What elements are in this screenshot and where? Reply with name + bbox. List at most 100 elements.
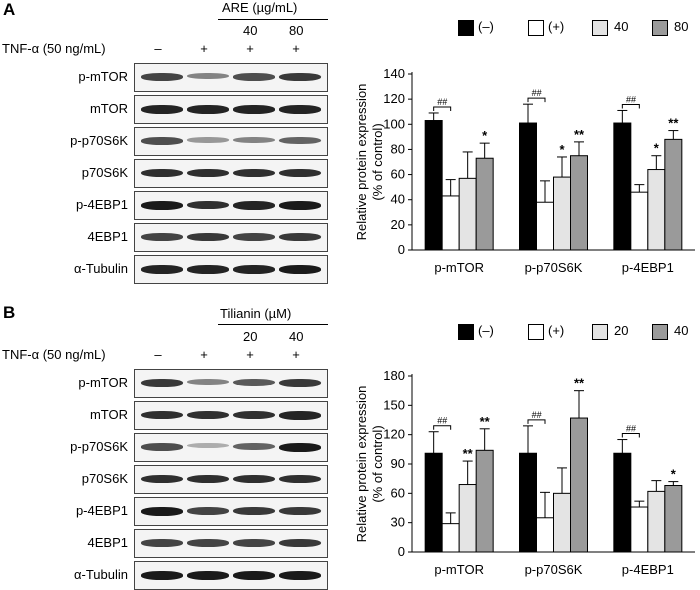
bar: [553, 492, 571, 553]
y-tick-label: 180: [383, 368, 405, 383]
significance-hash: ##: [531, 410, 542, 420]
blot-band: [279, 137, 321, 144]
bar: [536, 201, 554, 251]
legend-a-label-dose2: 80: [674, 19, 689, 34]
y-tick-label: 140: [383, 66, 405, 81]
panel-a-tnf-sign-3: +: [246, 41, 254, 56]
blot-band: [279, 201, 321, 210]
panel-a-tnf-sign-2: +: [200, 41, 208, 56]
blot-strip: [134, 95, 328, 124]
blot-band: [279, 73, 321, 81]
y-tick-label: 120: [383, 91, 405, 106]
bar: [570, 155, 588, 251]
panel-b-tnf-sign-2: +: [200, 347, 208, 362]
significance-bracket: [527, 97, 546, 103]
blot-strip: [134, 433, 328, 462]
blot-row-label: p-mTOR: [78, 69, 128, 84]
blot-row-label: 4EBP1: [87, 229, 128, 244]
blot-band: [233, 137, 275, 144]
panel-a-letter: A: [3, 0, 16, 19]
blot-band: [141, 379, 183, 387]
y-tick-label: 0: [398, 242, 405, 257]
bar: [519, 122, 537, 251]
blot-band: [141, 411, 183, 420]
blot-band: [187, 73, 229, 80]
legend-b-label-dose1: 20: [614, 323, 629, 338]
legend-a-label-pos: (+): [548, 19, 565, 34]
blot-band: [141, 201, 183, 210]
significance-asterisk: **: [463, 446, 474, 461]
blot-band: [187, 169, 229, 178]
blot-strip: [134, 369, 328, 398]
blot-row-label: α-Tubulin: [74, 261, 128, 276]
blot-band: [233, 571, 275, 580]
blot-band: [141, 105, 183, 114]
blot-strip: [134, 561, 328, 590]
legend-b-swatch-dose2: [652, 324, 668, 340]
significance-hash: ##: [531, 88, 542, 98]
blot-strip: [134, 529, 328, 558]
blot-row-label: p-4EBP1: [75, 503, 128, 518]
blot-band: [141, 507, 183, 516]
blot-band: [233, 105, 275, 114]
significance-hash: ##: [626, 424, 637, 434]
blot-band: [233, 169, 275, 178]
legend-a-label-dose1: 40: [614, 19, 629, 34]
y-axis-label-line: (% of control): [370, 425, 385, 502]
bar: [553, 176, 571, 251]
blot-band: [279, 265, 321, 274]
blot-band: [279, 539, 321, 547]
panel-b-dose-1: 20: [243, 329, 258, 344]
blot-band: [141, 539, 183, 547]
significance-bracket: [621, 433, 640, 438]
significance-hash: ##: [626, 94, 637, 104]
blot-band: [233, 443, 275, 450]
legend-b-label-neg: (–): [478, 323, 494, 338]
blot-band: [187, 265, 229, 274]
panel-a-dose-2: 80: [289, 23, 304, 38]
blot-band: [233, 265, 275, 274]
blot-row-label: 4EBP1: [87, 535, 128, 550]
panel-a-tnf-sign-1: –: [154, 41, 162, 56]
legend-a-swatch-dose2: [652, 20, 668, 36]
blot-band: [187, 411, 229, 420]
blot-row-label: p-mTOR: [78, 375, 128, 390]
significance-bracket: [527, 419, 546, 424]
blot-band: [187, 475, 229, 484]
y-tick-label: 20: [391, 217, 405, 232]
legend-a-swatch-pos: [528, 20, 544, 36]
panel-b-letter: B: [3, 303, 16, 322]
bar: [458, 177, 477, 251]
y-tick-label: 80: [391, 141, 405, 156]
bar: [441, 195, 460, 251]
significance-asterisk: *: [482, 128, 488, 143]
y-tick-label: 0: [398, 544, 405, 559]
y-axis-label-line: Relative protein expression: [354, 84, 369, 241]
blot-band: [233, 507, 275, 515]
blot-band: [279, 379, 321, 387]
legend-a-label-neg: (–): [478, 19, 494, 34]
x-tick-label: p-p70S6K: [525, 562, 583, 577]
blot-strip: [134, 401, 328, 430]
panel-b-tnf-label: TNF-α (50 ng/mL): [2, 347, 106, 362]
y-tick-label: 30: [391, 515, 405, 530]
blot-band: [233, 475, 275, 484]
legend-b-swatch-dose1: [592, 324, 608, 340]
panel-a-treatment-label: ARE (µg/mL): [222, 0, 298, 15]
blot-strip: [134, 497, 328, 526]
blot-band: [279, 169, 321, 178]
blot-row-label: p70S6K: [81, 471, 128, 486]
panel-a-treatment-line: [218, 19, 328, 20]
bar: [664, 485, 683, 553]
y-axis-label-line: Relative protein expression: [354, 386, 369, 543]
significance-asterisk: *: [654, 141, 660, 156]
bar: [458, 484, 477, 553]
blot-band: [279, 105, 321, 114]
blot-row-label: mTOR: [89, 407, 128, 422]
bar: [647, 169, 666, 251]
significance-asterisk: **: [480, 414, 491, 429]
bar: [613, 452, 632, 553]
bar: [570, 417, 588, 553]
blot-band: [187, 201, 229, 210]
blot-strip: [134, 63, 328, 92]
